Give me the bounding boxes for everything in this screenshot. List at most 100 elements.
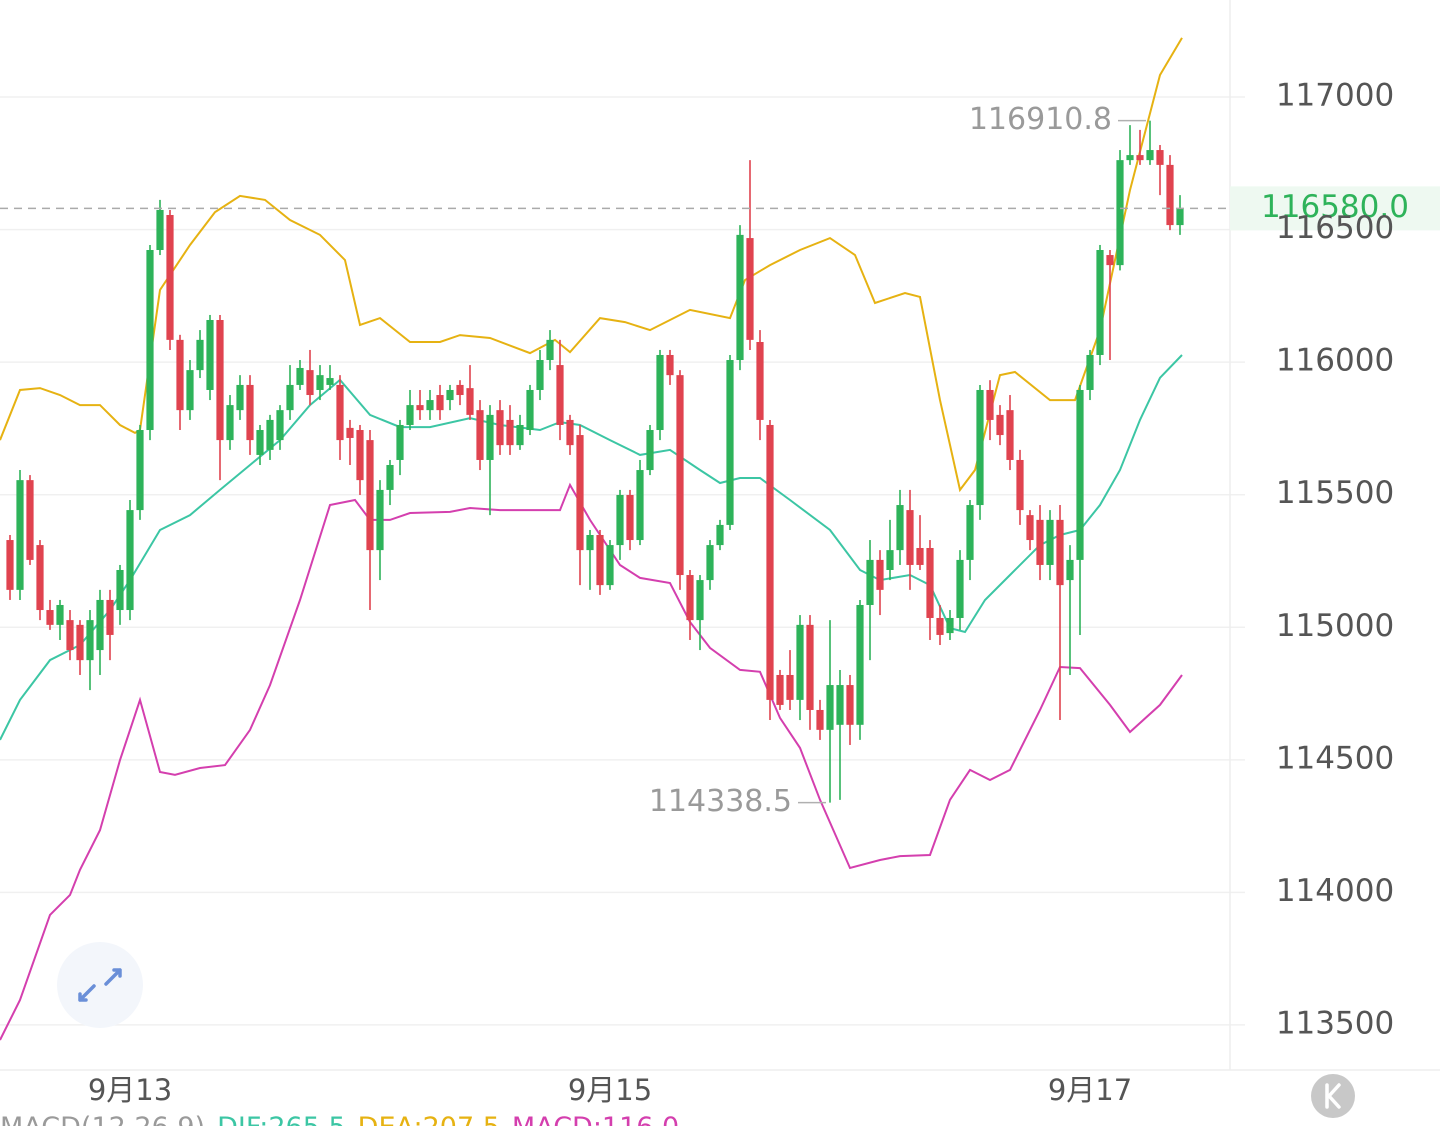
candle-body bbox=[956, 559, 964, 618]
y-tick-label: 113500 bbox=[1276, 1005, 1394, 1041]
candle-body bbox=[706, 545, 714, 581]
candle-body bbox=[1026, 515, 1034, 541]
candle-body bbox=[636, 470, 644, 541]
candle-body bbox=[766, 424, 774, 700]
candle-body bbox=[146, 250, 154, 431]
candle-body bbox=[916, 547, 924, 565]
y-tick-label: 116500 bbox=[1276, 210, 1394, 246]
candle-body bbox=[416, 405, 424, 411]
candle-body bbox=[596, 535, 604, 586]
candle-body bbox=[166, 215, 174, 340]
candle-body bbox=[896, 505, 904, 551]
candle-body bbox=[246, 384, 254, 441]
candle-body bbox=[136, 430, 144, 511]
indicator-item: DIF:265.5 bbox=[217, 1112, 346, 1126]
candle-body bbox=[276, 410, 284, 441]
y-tick-label: 115500 bbox=[1276, 475, 1394, 511]
candle-body bbox=[846, 685, 854, 725]
candle-body bbox=[886, 550, 894, 570]
candle-body bbox=[316, 375, 324, 390]
candle-body bbox=[716, 524, 724, 546]
candle-body bbox=[506, 419, 514, 446]
candle-body bbox=[116, 569, 124, 611]
candle-body bbox=[666, 354, 674, 376]
candle-body bbox=[386, 465, 394, 490]
candle-body bbox=[486, 414, 494, 460]
candle-body bbox=[1166, 164, 1174, 226]
candle-body bbox=[1116, 160, 1124, 266]
expand-icon[interactable] bbox=[78, 968, 122, 1002]
candle-body bbox=[446, 389, 454, 401]
candle-body bbox=[186, 370, 194, 411]
candle-body bbox=[1156, 150, 1164, 165]
candle-body bbox=[266, 419, 274, 450]
kline-icon[interactable] bbox=[1325, 1083, 1341, 1109]
band-line bbox=[0, 37, 1183, 493]
candle-body bbox=[96, 599, 104, 651]
candle-body bbox=[56, 604, 64, 625]
axes: 113500 114000 114500 115000 115500 116000 1165… bbox=[88, 78, 1394, 1107]
candle-body bbox=[606, 545, 614, 586]
candle-body bbox=[866, 559, 874, 605]
candle-body bbox=[796, 624, 804, 700]
candle-body bbox=[1096, 250, 1104, 355]
x-tick-label: 9月17 bbox=[1048, 1073, 1132, 1107]
candle-body bbox=[756, 341, 764, 420]
candle-body bbox=[626, 494, 634, 541]
candle-body bbox=[206, 319, 214, 390]
candle-body bbox=[976, 389, 984, 506]
candle-body bbox=[1056, 519, 1064, 586]
candle-body bbox=[1016, 459, 1024, 511]
candle-body bbox=[926, 547, 934, 618]
kline-button-bg[interactable] bbox=[1311, 1074, 1355, 1118]
candle-body bbox=[1086, 354, 1094, 390]
candle-body bbox=[476, 410, 484, 460]
y-tick-label: 115000 bbox=[1276, 608, 1394, 644]
candle-body bbox=[676, 375, 684, 576]
candle-body bbox=[946, 617, 954, 634]
candle-body bbox=[996, 414, 1004, 436]
indicator-item: MACD(12,26,9) bbox=[0, 1112, 205, 1126]
expand-button-bg[interactable] bbox=[57, 942, 143, 1028]
candle-body bbox=[786, 674, 794, 700]
kline-button[interactable] bbox=[1311, 1074, 1355, 1118]
y-tick-label: 114500 bbox=[1276, 740, 1394, 776]
candle-body bbox=[656, 354, 664, 431]
candle-body bbox=[1136, 155, 1144, 161]
y-tick-label: 116000 bbox=[1276, 343, 1394, 379]
candle-body bbox=[406, 405, 414, 425]
candle-body bbox=[196, 339, 204, 371]
candle-body bbox=[616, 494, 624, 546]
candle-body bbox=[1066, 559, 1074, 581]
candle-body bbox=[1046, 519, 1054, 565]
candle-body bbox=[466, 388, 474, 415]
candle-body bbox=[816, 709, 824, 730]
candle-body bbox=[776, 674, 784, 705]
candle-body bbox=[286, 384, 294, 411]
candle-body bbox=[836, 685, 844, 725]
candle-body bbox=[346, 427, 354, 438]
candle-body bbox=[306, 370, 314, 396]
candle-body bbox=[1146, 150, 1154, 161]
candle-body bbox=[16, 480, 24, 590]
indicator-legend: MACD(12,26,9) DIF:265.5 DEA:207.5 MACD:116.… bbox=[0, 1112, 679, 1126]
candle-body bbox=[826, 685, 834, 730]
candle-body bbox=[576, 435, 584, 551]
candle-body bbox=[1106, 255, 1114, 266]
candle-body bbox=[336, 384, 344, 441]
candle-body bbox=[936, 617, 944, 635]
candle-body bbox=[746, 238, 754, 340]
candle-body bbox=[356, 430, 364, 481]
candle-body bbox=[396, 424, 404, 460]
candle-body bbox=[1176, 208, 1184, 226]
candle-body bbox=[1036, 519, 1044, 565]
candle-body bbox=[216, 319, 224, 441]
candle-body bbox=[726, 360, 734, 525]
candle-body bbox=[426, 400, 434, 411]
x-tick-label: 9月13 bbox=[88, 1073, 172, 1107]
candle-body bbox=[566, 419, 574, 446]
expand-button[interactable] bbox=[57, 942, 143, 1028]
candle-body bbox=[906, 510, 914, 565]
